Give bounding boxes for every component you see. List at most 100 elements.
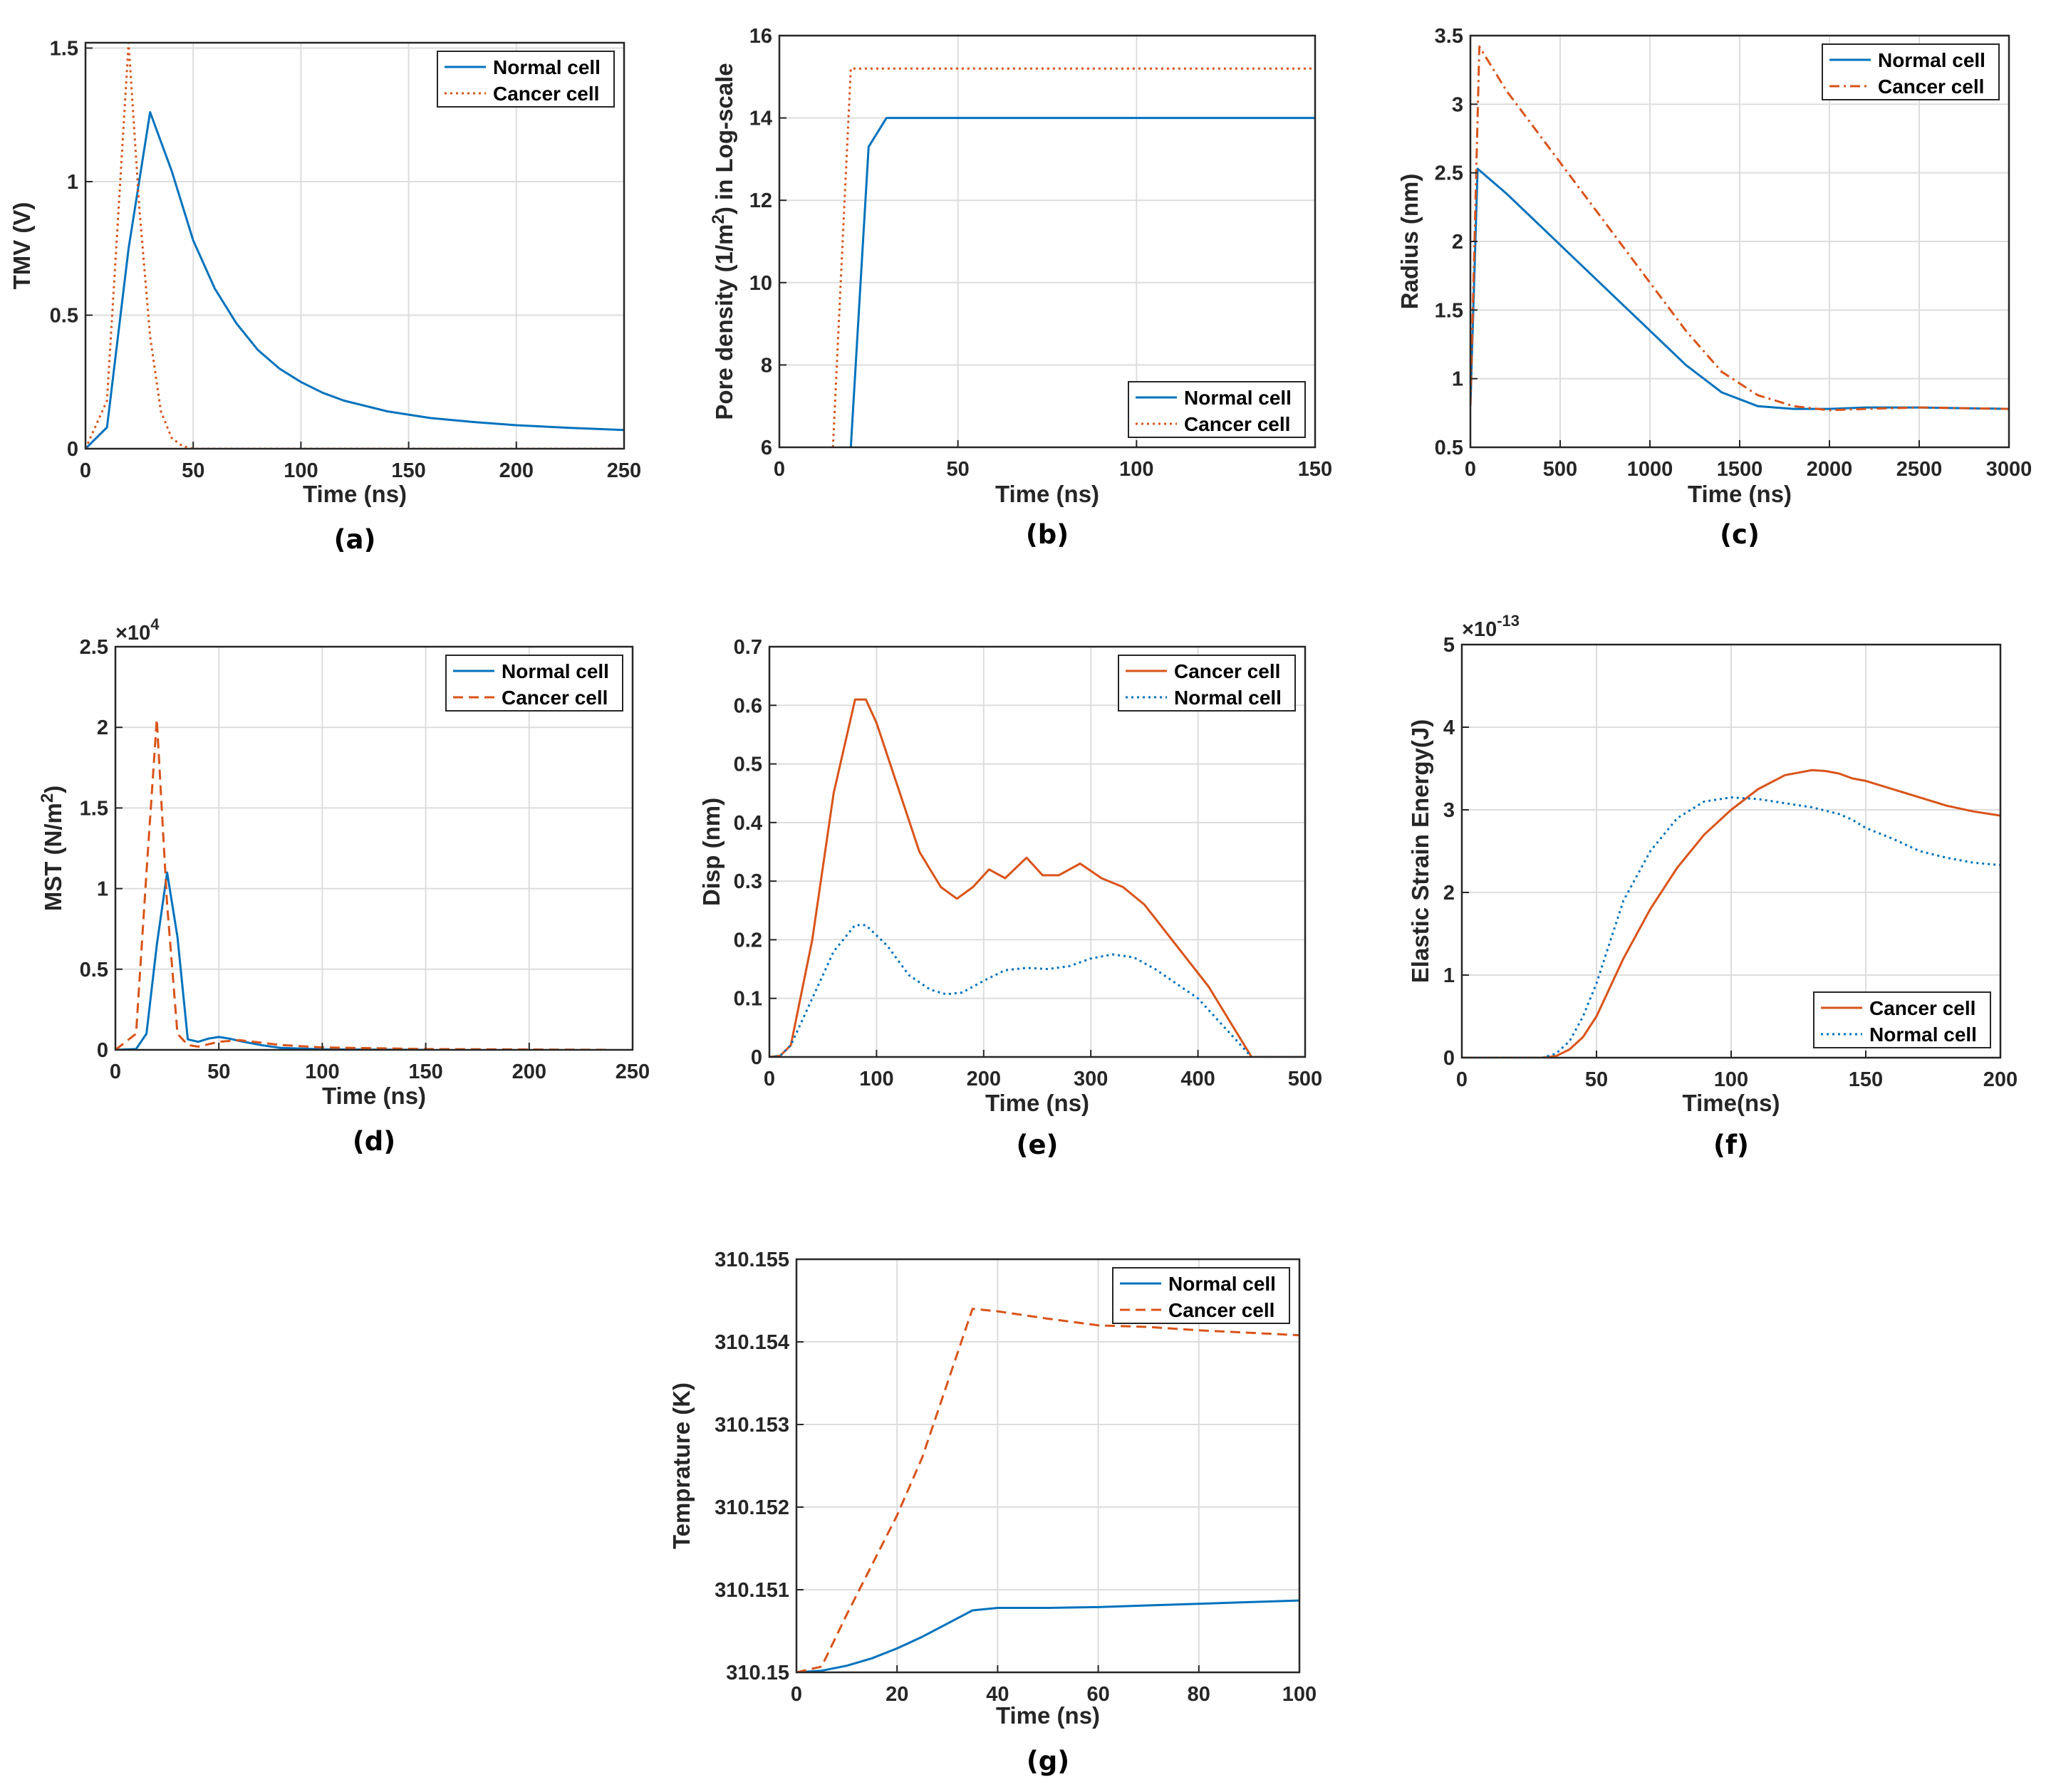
x-tick-label: 3000 — [1986, 458, 2032, 481]
y-tick-label: 310.155 — [715, 1249, 789, 1271]
x-tick-label: 50 — [207, 1061, 230, 1083]
panel-caption: (c) — [1720, 519, 1760, 550]
panel-caption: (f) — [1713, 1130, 1749, 1160]
panel-caption: (d) — [353, 1126, 395, 1157]
y-tick-label: 2 — [97, 717, 108, 739]
multiplier-exponent: -13 — [1497, 612, 1520, 630]
legend-box — [445, 655, 623, 712]
x-tick-label: 100 — [305, 1061, 339, 1083]
x-tick-label: 100 — [859, 1068, 893, 1090]
x-tick-label: 400 — [1180, 1068, 1215, 1090]
series-line-cancer-cell — [769, 698, 1305, 1057]
legend: Normal cell Cancer cell — [1822, 43, 2000, 100]
y-axis-label: Radius (nm) — [1396, 174, 1423, 310]
y-tick-label: 5 — [1443, 634, 1455, 657]
series-line-normal-cell — [769, 924, 1305, 1057]
series-line-cancer-cell — [1470, 45, 2009, 412]
legend: Normal cell Cancer cell — [1128, 381, 1306, 438]
series-line-cancer-cell — [1462, 769, 2000, 1058]
x-tick-label: 200 — [967, 1068, 1001, 1090]
axis-multiplier: ×104 — [115, 615, 160, 645]
y-tick-label: 1 — [1443, 964, 1455, 987]
series-line-normal-cell — [1470, 167, 2009, 410]
y-tick-label: 0.1 — [734, 988, 762, 1011]
legend-label: Normal cell — [493, 56, 601, 78]
y-tick-label: 310.154 — [715, 1331, 789, 1354]
y-axis-label: Temprature (K) — [668, 1382, 695, 1549]
y-tick-label: 14 — [749, 108, 772, 130]
legend-box — [1813, 991, 1991, 1048]
x-tick-label: 0 — [1456, 1068, 1468, 1091]
panel-caption: (a) — [334, 524, 376, 555]
series-line-normal-cell — [1462, 796, 2000, 1058]
x-tick-label: 250 — [616, 1061, 650, 1083]
x-tick-label: 100 — [284, 459, 318, 482]
legend: Cancer cell Normal cell — [1813, 991, 1991, 1048]
x-tick-label: 100 — [1119, 458, 1153, 481]
series-line-cancer-cell — [115, 718, 613, 1050]
x-tick-label: 150 — [408, 1061, 442, 1083]
y-tick-label: 0.5 — [1435, 437, 1463, 459]
legend-label: Cancer cell — [1174, 660, 1280, 682]
series-line-cancer-cell — [85, 43, 624, 449]
y-tick-label: 0 — [751, 1046, 762, 1069]
y-tick-label: 1 — [67, 171, 78, 194]
x-tick-label: 0 — [791, 1683, 802, 1706]
axes-box — [778, 34, 1317, 449]
chart-panel: 0 50 100 150 200 250 0 0.5 1 1.5 Time (ns) TMV (V) N… — [9, 38, 641, 556]
y-tick-label: 0.5 — [50, 305, 78, 328]
legend-box — [1822, 43, 2000, 100]
y-tick-label: 6 — [761, 437, 772, 459]
y-axis-label-text: Elastic Strain Energy(J) — [1407, 719, 1433, 983]
y-tick-label: 310.152 — [715, 1496, 789, 1519]
panel-caption: (e) — [1017, 1130, 1059, 1160]
legend-label: Cancer cell — [1869, 997, 1975, 1019]
x-tick-label: 300 — [1074, 1068, 1108, 1090]
chart-panel: 0 50 100 150 6 8 10 12 14 16 Time (ns) Pore density… — [709, 25, 1332, 550]
y-tick-label: 12 — [749, 189, 772, 212]
legend: Normal cell Cancer cell — [437, 51, 615, 108]
legend-label: Cancer cell — [1184, 413, 1290, 435]
y-axis-label-text: TMV (V) — [9, 202, 35, 290]
legend: Normal cell Cancer cell — [445, 655, 623, 712]
x-tick-label: 0 — [1465, 458, 1476, 481]
x-tick-label: 0 — [774, 458, 785, 481]
x-tick-label: 50 — [182, 459, 204, 482]
y-axis-label-sup: 2 — [709, 214, 728, 224]
legend-label: Normal cell — [502, 660, 609, 682]
x-tick-label: 0 — [80, 459, 91, 482]
y-axis-label: Elastic Strain Energy(J) — [1407, 719, 1433, 983]
legend-box — [1112, 1267, 1290, 1324]
x-tick-label: 60 — [1086, 1683, 1109, 1706]
series-line-normal-cell — [85, 111, 624, 449]
panel-caption: (g) — [1027, 1746, 1069, 1776]
chart-panel: 0 500 1000 1500 2000 2500 3000 0.5 1 1.5 2 2.5 3 3.5 T… — [1396, 25, 2032, 550]
legend-label: Cancer cell — [502, 687, 608, 709]
x-tick-label: 100 — [1714, 1068, 1748, 1091]
series-line-normal-cell — [796, 1599, 1299, 1672]
y-tick-label: 2.5 — [1435, 162, 1463, 185]
x-axis-label: Time (ns) — [303, 481, 407, 507]
x-tick-label: 1000 — [1627, 458, 1673, 481]
y-axis-label: Disp (nm) — [698, 798, 725, 906]
x-tick-label: 20 — [886, 1683, 908, 1706]
y-axis-label-sup: 2 — [38, 793, 57, 803]
x-tick-label: 0 — [110, 1061, 121, 1083]
legend-label: Cancer cell — [493, 83, 599, 105]
x-axis-label: Time (ns) — [985, 1090, 1089, 1116]
y-axis-label: Pore density (1/m2) in Log-scale — [709, 63, 737, 420]
legend-box — [1118, 655, 1296, 712]
axis-multiplier: ×10-13 — [1462, 612, 1520, 641]
x-tick-label: 200 — [512, 1061, 546, 1083]
x-tick-label: 150 — [1849, 1068, 1883, 1091]
y-tick-label: 0.4 — [734, 812, 762, 835]
legend-label: Normal cell — [1174, 687, 1282, 709]
series-line-normal-cell — [115, 871, 426, 1050]
legend: Cancer cell Normal cell — [1118, 655, 1296, 712]
y-axis-label-tail: ) — [40, 786, 66, 793]
x-tick-label: 150 — [1298, 458, 1332, 481]
y-tick-label: 310.151 — [715, 1579, 789, 1602]
y-tick-label: 0.7 — [734, 636, 762, 659]
y-tick-label: 0 — [67, 438, 78, 461]
